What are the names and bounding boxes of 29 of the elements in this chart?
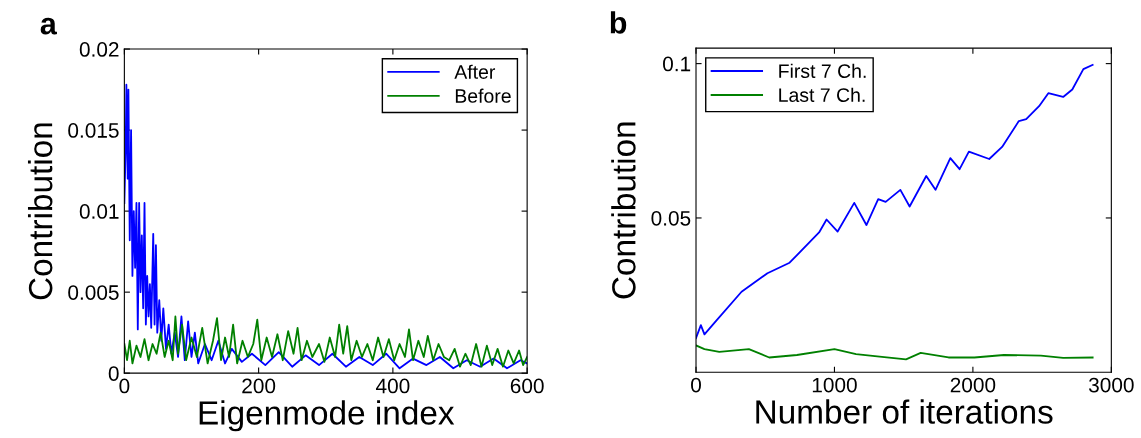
- y-tick-label: 0.015: [68, 123, 119, 138]
- y-axis-title: Contribution: [611, 122, 636, 299]
- y-tick-label: 0.02: [79, 42, 119, 57]
- legend-label: Last 7 Ch.: [779, 87, 865, 102]
- y-tick-label: 0.005: [68, 285, 119, 300]
- x-tick-label: 600: [510, 378, 544, 394]
- legend-label: First 7 Ch.: [779, 63, 866, 79]
- x-tick-label: 3000: [1088, 377, 1134, 393]
- line-series: [124, 83, 528, 370]
- y-axis-title: Contribution: [27, 123, 53, 300]
- x-tick-label: 2000: [950, 377, 996, 393]
- legend-label: Before: [455, 88, 511, 103]
- x-tick-label: 200: [242, 378, 276, 394]
- line-series: [696, 63, 1094, 339]
- y-tick-label: 0.05: [651, 210, 691, 226]
- chart-title: a: [40, 17, 57, 35]
- y-tick-label: 0.1: [663, 56, 691, 72]
- x-tick-label: 0: [119, 378, 130, 394]
- y-tick-label: 0: [108, 366, 119, 381]
- legend-label: After: [454, 64, 496, 79]
- line-series: [124, 315, 528, 368]
- x-tick-label: 0: [691, 377, 701, 393]
- chart-title: b: [610, 11, 627, 34]
- y-tick-label: 0.01: [79, 204, 119, 219]
- x-axis-title: Number of iterations: [756, 399, 1053, 424]
- x-tick-label: 400: [375, 378, 410, 394]
- x-tick-label: 1000: [812, 377, 857, 393]
- x-axis-title: Eigenmode index: [199, 400, 455, 432]
- line-series: [696, 344, 1094, 361]
